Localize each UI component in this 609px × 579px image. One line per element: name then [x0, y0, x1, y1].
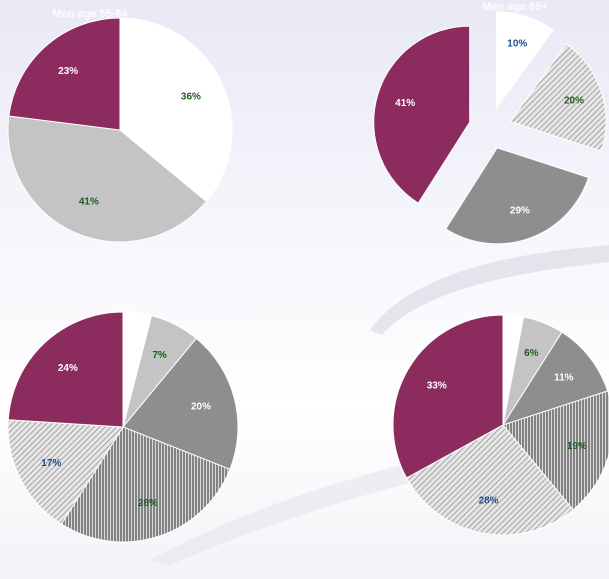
data-label: 20% — [564, 95, 584, 106]
data-label: 28% — [479, 495, 499, 506]
pie-slice — [405, 424, 574, 536]
data-label: 29% — [510, 206, 530, 217]
chart-title: Men age 55-64 — [52, 8, 128, 20]
pie-slice — [119, 17, 233, 203]
pie-slice — [60, 426, 231, 543]
pie-slice — [392, 314, 504, 479]
data-label: 28% — [138, 498, 158, 509]
data-label: 19% — [567, 441, 587, 452]
pie-slice — [7, 115, 208, 243]
data-label: 41% — [79, 197, 99, 208]
data-label: 36% — [181, 91, 201, 102]
pie-slice — [496, 11, 554, 110]
pie-slice — [8, 17, 121, 131]
pie-slice — [122, 337, 239, 470]
pie-slice — [501, 331, 609, 426]
pie-slice — [7, 311, 124, 428]
data-label: 6% — [524, 348, 539, 359]
pie-slice — [509, 43, 607, 152]
pie-slice — [445, 147, 590, 245]
data-label: 23% — [58, 66, 78, 77]
data-label: 24% — [58, 363, 78, 374]
pie-slice — [373, 25, 471, 204]
pie-slice — [7, 419, 124, 525]
data-label: 10% — [507, 39, 527, 50]
data-label: 20% — [191, 402, 211, 413]
data-label: 11% — [554, 372, 574, 383]
data-label: 7% — [152, 350, 167, 361]
data-label: 33% — [427, 380, 447, 391]
chart-title: Men age 65+ — [482, 1, 548, 13]
data-label: 17% — [41, 458, 61, 469]
data-label: 41% — [395, 98, 415, 109]
decoration — [370, 245, 609, 335]
